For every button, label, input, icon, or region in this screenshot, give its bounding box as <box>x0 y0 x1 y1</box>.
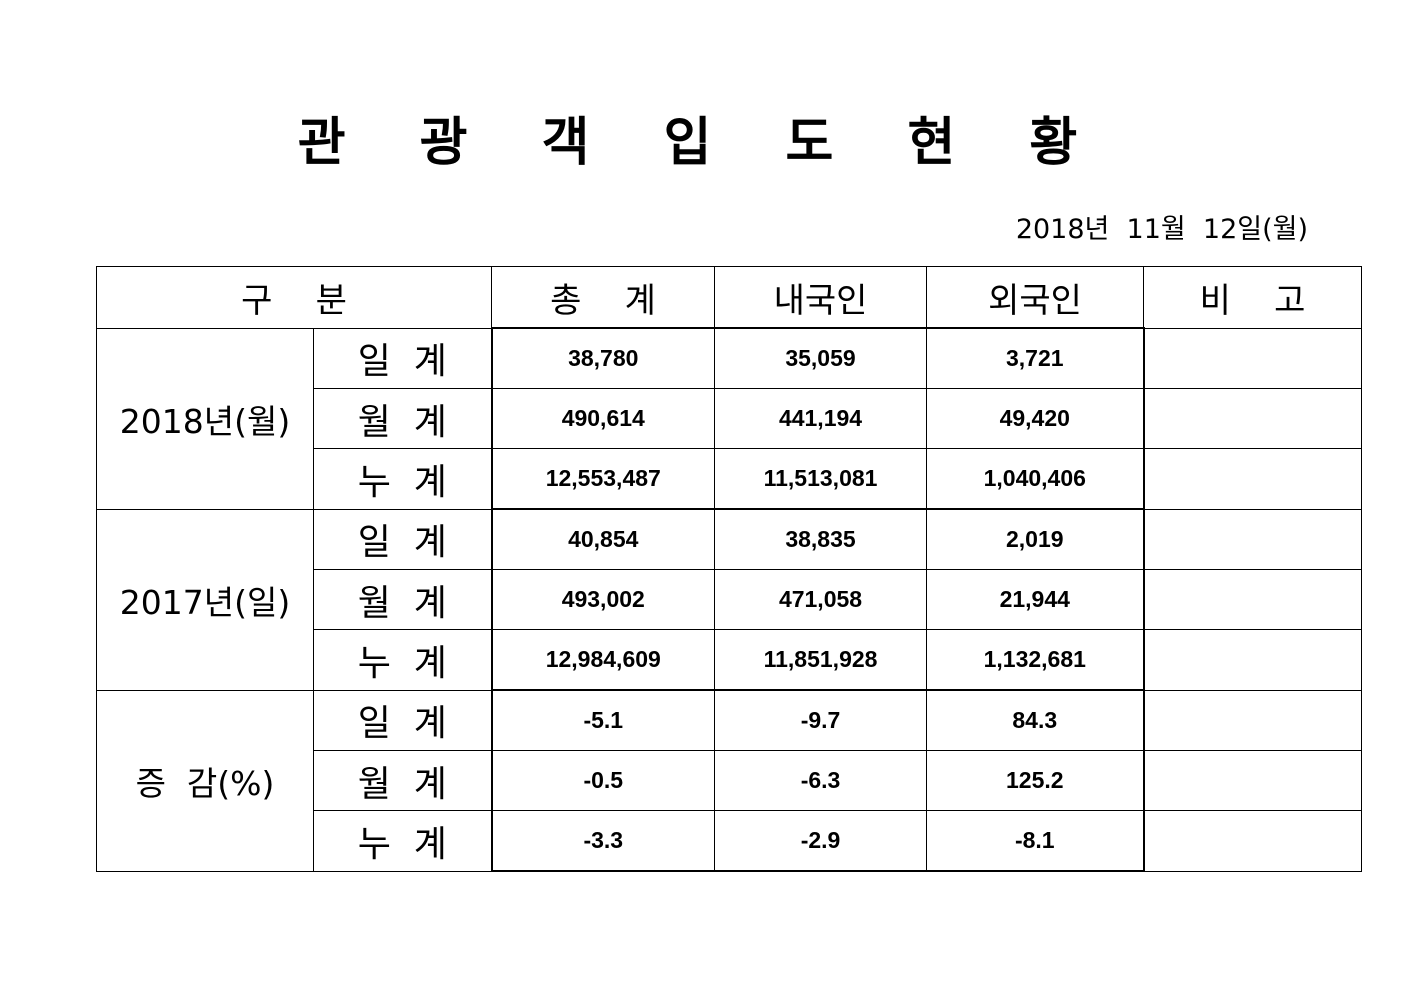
table-row: 월 계 -0.5 -6.3 125.2 <box>97 750 1363 811</box>
cell-domestic: -2.9 <box>714 810 928 872</box>
cell-note <box>1143 569 1363 630</box>
cell-foreign: 1,040,406 <box>926 448 1145 510</box>
header-domestic: 내국인 <box>714 266 928 329</box>
cell-foreign: -8.1 <box>926 810 1145 872</box>
report-date: 2018년 11월 12일(월) <box>1015 214 1308 245</box>
cell-total: 12,984,609 <box>490 629 716 691</box>
cell-foreign: 2,019 <box>926 508 1145 570</box>
row-label-cumulative: 누 계 <box>312 629 493 691</box>
cell-total: 490,614 <box>490 388 716 449</box>
table-row: 2018년(월) 일 계 38,780 35,059 3,721 <box>96 327 1363 510</box>
header-foreign: 외국인 <box>926 266 1145 329</box>
cell-note <box>1143 508 1363 570</box>
cell-foreign: 49,420 <box>926 388 1145 449</box>
header-total: 총 계 <box>491 266 716 329</box>
cell-domestic: -9.7 <box>714 689 928 751</box>
cell-foreign: 3,721 <box>926 327 1145 389</box>
cell-foreign: 21,944 <box>926 569 1145 630</box>
cell-domestic: 35,059 <box>714 327 928 389</box>
row-label-monthly: 월 계 <box>312 569 493 630</box>
cell-foreign: 125.2 <box>926 750 1145 811</box>
header-note: 비 고 <box>1143 266 1363 329</box>
cell-total: -3.3 <box>490 810 716 872</box>
cell-domestic: 11,851,928 <box>714 629 928 691</box>
row-label-cumulative: 누 계 <box>312 448 493 510</box>
cell-domestic: -6.3 <box>714 750 928 811</box>
tourist-arrivals-table: 구 분 총 계 내국인 외국인 비 고 2018년(월) 일 계 38,780 … <box>95 266 1363 872</box>
group-label-change-pct: 증 감(%) <box>96 689 314 872</box>
table-row: 누 계 -3.3 -2.9 -8.1 <box>97 810 1363 872</box>
table-row: 누 계 12,984,609 11,851,928 1,132,681 <box>97 629 1363 691</box>
group-label-2017: 2017년(일) <box>96 508 314 691</box>
cell-total: -0.5 <box>490 750 716 811</box>
row-label-monthly: 월 계 <box>312 388 493 449</box>
cell-domestic: 471,058 <box>714 569 928 630</box>
row-label-cumulative: 누 계 <box>312 810 493 872</box>
cell-foreign: 84.3 <box>926 689 1145 751</box>
cell-total: 40,854 <box>490 508 716 570</box>
cell-note <box>1143 327 1363 389</box>
cell-domestic: 38,835 <box>714 508 928 570</box>
cell-note <box>1143 448 1363 510</box>
group-label-2018: 2018년(월) <box>96 327 314 510</box>
cell-total: 493,002 <box>490 569 716 630</box>
row-label-monthly: 월 계 <box>312 750 493 811</box>
cell-note <box>1143 750 1363 811</box>
table-row: 2017년(일) 일 계 40,854 38,835 2,019 <box>96 508 1363 691</box>
header-category: 구 분 <box>95 266 493 329</box>
cell-domestic: 441,194 <box>714 388 928 449</box>
cell-note <box>1143 388 1363 449</box>
row-label-daily: 일 계 <box>312 689 493 751</box>
cell-note <box>1143 810 1363 872</box>
cell-total: 12,553,487 <box>490 448 716 510</box>
table-row: 누 계 12,553,487 11,513,081 1,040,406 <box>97 448 1363 510</box>
header-row: 구 분 총 계 내국인 외국인 비 고 <box>95 266 1363 329</box>
table-row: 증 감(%) 일 계 -5.1 -9.7 84.3 <box>96 689 1363 872</box>
row-label-daily: 일 계 <box>312 508 493 570</box>
cell-note <box>1143 629 1363 691</box>
table-row: 월 계 490,614 441,194 49,420 <box>97 388 1363 449</box>
cell-total: -5.1 <box>490 689 716 751</box>
cell-foreign: 1,132,681 <box>926 629 1145 691</box>
table-row: 월 계 493,002 471,058 21,944 <box>97 569 1363 630</box>
row-label-daily: 일 계 <box>312 327 493 389</box>
cell-domestic: 11,513,081 <box>714 448 928 510</box>
cell-total: 38,780 <box>490 327 716 389</box>
page-title: 관 광 객 입 도 현 황 <box>297 113 1106 173</box>
cell-note <box>1143 689 1363 751</box>
